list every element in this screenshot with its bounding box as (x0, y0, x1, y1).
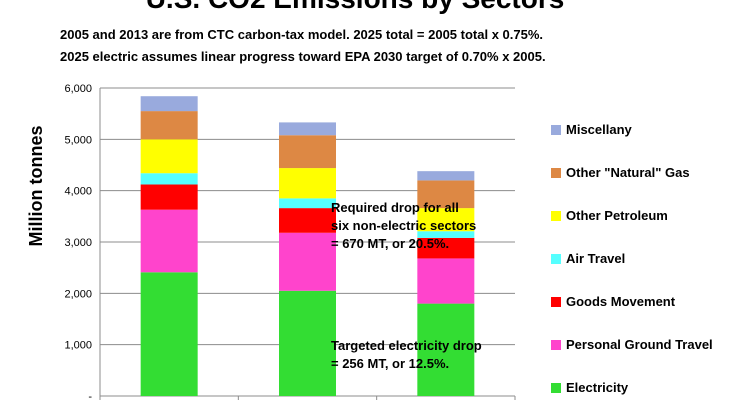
chart-subtitle-line-2: 2025 electric assumes linear progress to… (60, 49, 546, 64)
y-tick-labels: - 1,000 2,000 3,000 4,000 5,000 6,000 (64, 83, 92, 400)
legend-label: Other "Natural" Gas (566, 165, 690, 180)
legend-label: Personal Ground Travel (566, 337, 713, 352)
legend-label: Electricity (566, 380, 629, 395)
annotation-text: Required drop for all (331, 200, 459, 215)
legend-label: Miscellany (566, 122, 633, 137)
legend-swatch (551, 211, 561, 221)
bar-segment (417, 231, 475, 238)
bar-segment (140, 184, 198, 210)
chart-title: U.S. CO2 Emissions by Sectors (146, 0, 565, 14)
bar-segment (140, 173, 198, 185)
bar-segment (417, 171, 475, 181)
y-tick-label: 3,000 (64, 237, 92, 249)
y-tick-label: 5,000 (64, 134, 92, 146)
legend-swatch (551, 297, 561, 307)
bar-segment (140, 111, 198, 140)
legend: Miscellany Other "Natural" Gas Other Petro… (551, 122, 713, 395)
y-tick-label: 1,000 (64, 340, 92, 352)
annotation-text: Targeted electricity drop (331, 338, 482, 353)
bars (140, 96, 475, 396)
bar-segment (279, 208, 336, 233)
legend-label: Other Petroleum (566, 208, 668, 223)
bar-segment (417, 258, 475, 304)
legend-swatch (551, 125, 561, 135)
bar-segment (279, 135, 336, 169)
bar-segment (417, 237, 475, 259)
bar-segment (417, 303, 475, 396)
annotation-text: = 670 MT, or 20.5%. (331, 236, 449, 251)
y-tick-label: 6,000 (64, 83, 92, 95)
legend-swatch (551, 383, 561, 393)
y-tick-label: 2,000 (64, 288, 92, 300)
legend-swatch (551, 340, 561, 350)
annotations: Required drop for all six non-electric se… (331, 200, 482, 371)
bar-segment (140, 209, 198, 273)
bar-segment (140, 96, 198, 112)
bar-segment (279, 198, 336, 209)
bar-segment (140, 139, 198, 174)
bar-segment (279, 122, 336, 136)
y-tick-label: 4,000 (64, 186, 92, 198)
bar-segment (279, 232, 336, 291)
legend-swatch (551, 168, 561, 178)
bar-segment (140, 272, 198, 396)
bar-segment (279, 290, 336, 396)
annotation-text: six non-electric sectors (331, 218, 476, 233)
bar-segment (279, 168, 336, 199)
legend-swatch (551, 254, 561, 264)
bar-segment (417, 180, 475, 209)
y-tick-label: - (88, 391, 92, 400)
bar-segment (417, 208, 475, 232)
annotation-text: = 256 MT, or 12.5%. (331, 356, 449, 371)
chart-subtitle-line-1: 2005 and 2013 are from CTC carbon-tax mo… (60, 27, 543, 42)
y-axis-label: Million tonnes (26, 126, 46, 247)
legend-label: Goods Movement (566, 294, 676, 309)
legend-label: Air Travel (566, 251, 625, 266)
